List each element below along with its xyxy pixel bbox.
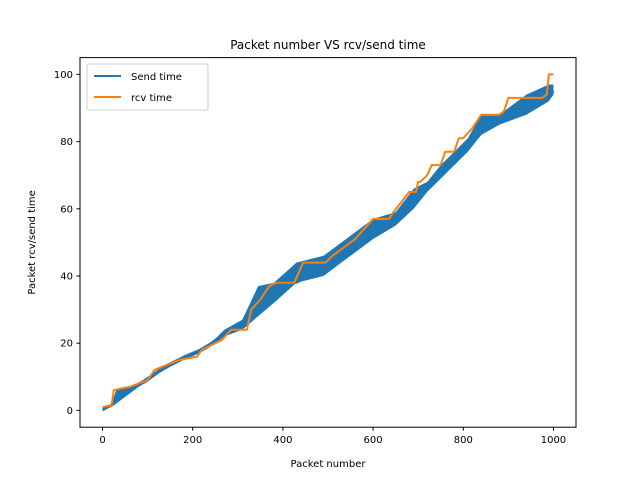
y-tick-label: 40 bbox=[60, 272, 73, 283]
x-axis-title: Packet number bbox=[291, 459, 367, 470]
x-tick-label: 0 bbox=[99, 435, 105, 446]
y-tick-label: 60 bbox=[60, 204, 73, 215]
chart-title: Packet number VS rcv/send time bbox=[230, 38, 426, 52]
y-tick-label: 80 bbox=[60, 137, 73, 148]
plot-marks bbox=[102, 73, 555, 412]
x-tick-label: 1000 bbox=[541, 435, 566, 446]
y-axis-title: Packet rcv/send time bbox=[27, 190, 38, 294]
y-axis-ticks: 0 20 40 60 80 100 bbox=[54, 70, 80, 417]
legend-label-rcv-time: rcv time bbox=[131, 93, 172, 104]
x-tick-label: 400 bbox=[273, 435, 292, 446]
legend-label-send-time: Send time bbox=[131, 72, 182, 83]
legend: Send time rcv time bbox=[86, 63, 209, 111]
plot-frame bbox=[79, 57, 577, 428]
y-tick-label: 100 bbox=[54, 70, 73, 81]
y-tick-label: 0 bbox=[67, 406, 73, 417]
series-line-rcv-time bbox=[102, 73, 554, 408]
x-tick-label: 200 bbox=[183, 435, 202, 446]
x-tick-label: 800 bbox=[454, 435, 473, 446]
x-axis-ticks: 0 200 400 600 800 1000 bbox=[99, 427, 566, 446]
y-tick-label: 20 bbox=[60, 339, 73, 350]
x-tick-label: 600 bbox=[364, 435, 383, 446]
